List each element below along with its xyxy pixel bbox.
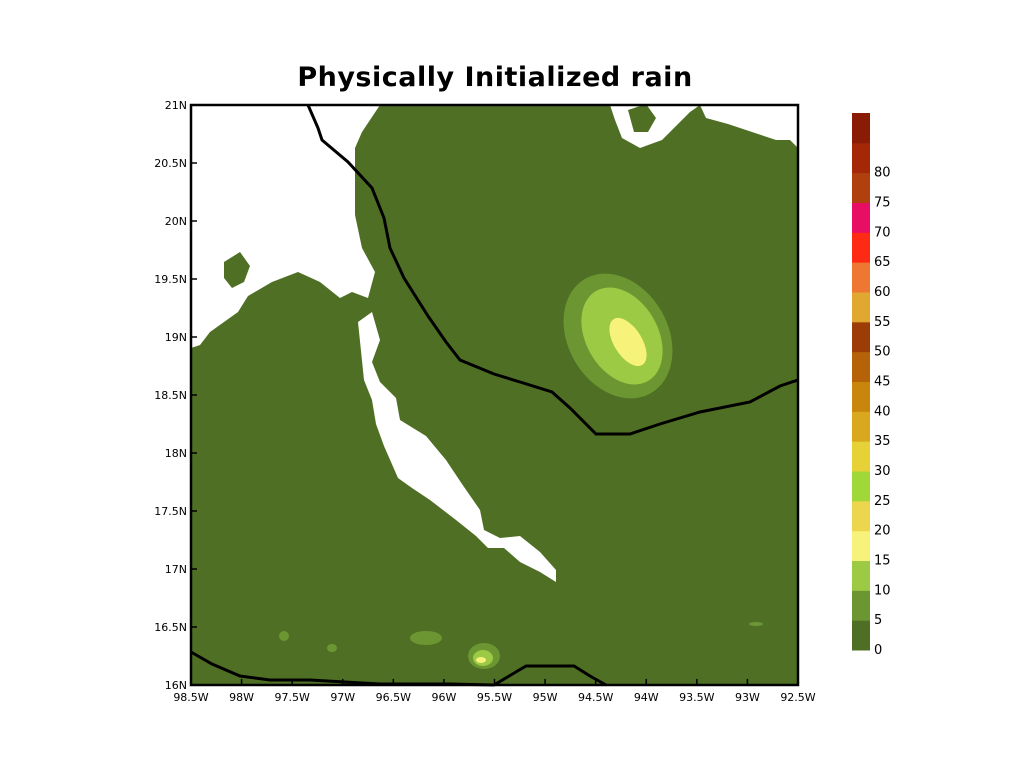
missing-region-northeast-a — [545, 105, 700, 148]
lon-tick-label: 95W — [533, 691, 558, 704]
lat-tick-label: 19.5N — [154, 273, 187, 286]
legend-swatch — [852, 530, 870, 561]
lat-tick-label: 16N — [165, 679, 187, 692]
legend-swatch — [852, 441, 870, 472]
legend-swatch — [852, 560, 870, 591]
legend-swatch — [852, 351, 870, 382]
latitude-axis: 16N 16.5N 17N 17.5N 18N 18.5N 19N 19.5N 20N 20.5N… — [154, 99, 197, 692]
rain-contour-small-e — [279, 631, 289, 641]
green-patch-west — [224, 252, 250, 288]
lon-tick-label: 97.5W — [274, 691, 309, 704]
legend-label: 75 — [874, 196, 891, 211]
lon-tick-label: 93W — [735, 691, 760, 704]
legend-label: 15 — [874, 554, 891, 569]
lat-tick-label: 20.5N — [154, 157, 187, 170]
rain-field — [189, 103, 800, 687]
lat-tick-label: 20N — [165, 215, 187, 228]
legend-label: 45 — [874, 375, 891, 390]
missing-region-north — [355, 105, 380, 148]
lon-tick-label: 93.5W — [679, 691, 714, 704]
legend-label: 5 — [874, 613, 882, 628]
legend-swatch — [852, 292, 870, 323]
legend-swatch — [852, 202, 870, 233]
lat-tick-label: 21N — [165, 99, 187, 112]
legend-swatch — [852, 262, 870, 293]
lat-tick-label: 18N — [165, 447, 187, 460]
legend-label: 30 — [874, 464, 891, 479]
rain-contour-small-g — [749, 622, 763, 626]
lat-tick-label: 19N — [165, 331, 187, 344]
missing-region-northeast-b — [700, 105, 798, 148]
legend-swatch — [852, 172, 870, 203]
longitude-axis: 98.5W 98W 97.5W 97W 96.5W 96W 95.5W 95W 94.5W 94W… — [173, 679, 816, 704]
legend-label: 35 — [874, 434, 891, 449]
legend-swatch — [852, 113, 870, 144]
legend-label: 70 — [874, 225, 891, 240]
lon-tick-label: 92.5W — [780, 691, 815, 704]
lon-tick-label: 97W — [330, 691, 355, 704]
rain-contour-small-c — [476, 657, 486, 663]
lon-tick-label: 96W — [431, 691, 456, 704]
legend-swatch — [852, 620, 870, 651]
map-title: Physically Initialized rain — [297, 62, 693, 93]
lon-tick-label: 98.5W — [173, 691, 208, 704]
lon-tick-label: 94.5W — [578, 691, 613, 704]
lat-tick-label: 17N — [165, 563, 187, 576]
color-legend: 0 5 10 15 20 25 30 35 40 45 50 55 60 65 70 75 80 — [852, 113, 891, 658]
legend-swatch — [852, 381, 870, 412]
lat-tick-label: 16.5N — [154, 621, 187, 634]
legend-label: 55 — [874, 315, 891, 330]
lon-tick-label: 95.5W — [477, 691, 512, 704]
lat-tick-label: 18.5N — [154, 389, 187, 402]
missing-region-inland-strip — [358, 312, 556, 582]
lon-tick-label: 94W — [634, 691, 659, 704]
lat-tick-label: 17.5N — [154, 505, 187, 518]
lon-tick-label: 98W — [229, 691, 254, 704]
legend-swatch — [852, 471, 870, 502]
legend-label: 40 — [874, 404, 891, 419]
legend-label: 0 — [874, 643, 882, 658]
legend-label: 20 — [874, 524, 891, 539]
rain-contour-small-d — [410, 631, 442, 645]
green-patch-northeast — [628, 104, 656, 132]
legend-swatch — [852, 411, 870, 442]
rain-contour-small-f — [327, 644, 337, 652]
lon-tick-label: 96.5W — [376, 691, 411, 704]
legend-label: 60 — [874, 285, 891, 300]
legend-swatch — [852, 232, 870, 263]
legend-swatch — [852, 142, 870, 174]
legend-swatch — [852, 500, 870, 532]
coastline-main — [306, 104, 799, 436]
rain-contour-15 — [609, 317, 647, 367]
legend-swatch — [852, 590, 870, 621]
legend-label: 50 — [874, 345, 891, 360]
legend-label: 80 — [874, 166, 891, 181]
legend-label: 65 — [874, 255, 891, 270]
legend-label: 25 — [874, 494, 891, 509]
missing-region-northwest — [191, 105, 375, 348]
legend-label: 10 — [874, 583, 891, 598]
legend-swatch — [852, 321, 870, 353]
